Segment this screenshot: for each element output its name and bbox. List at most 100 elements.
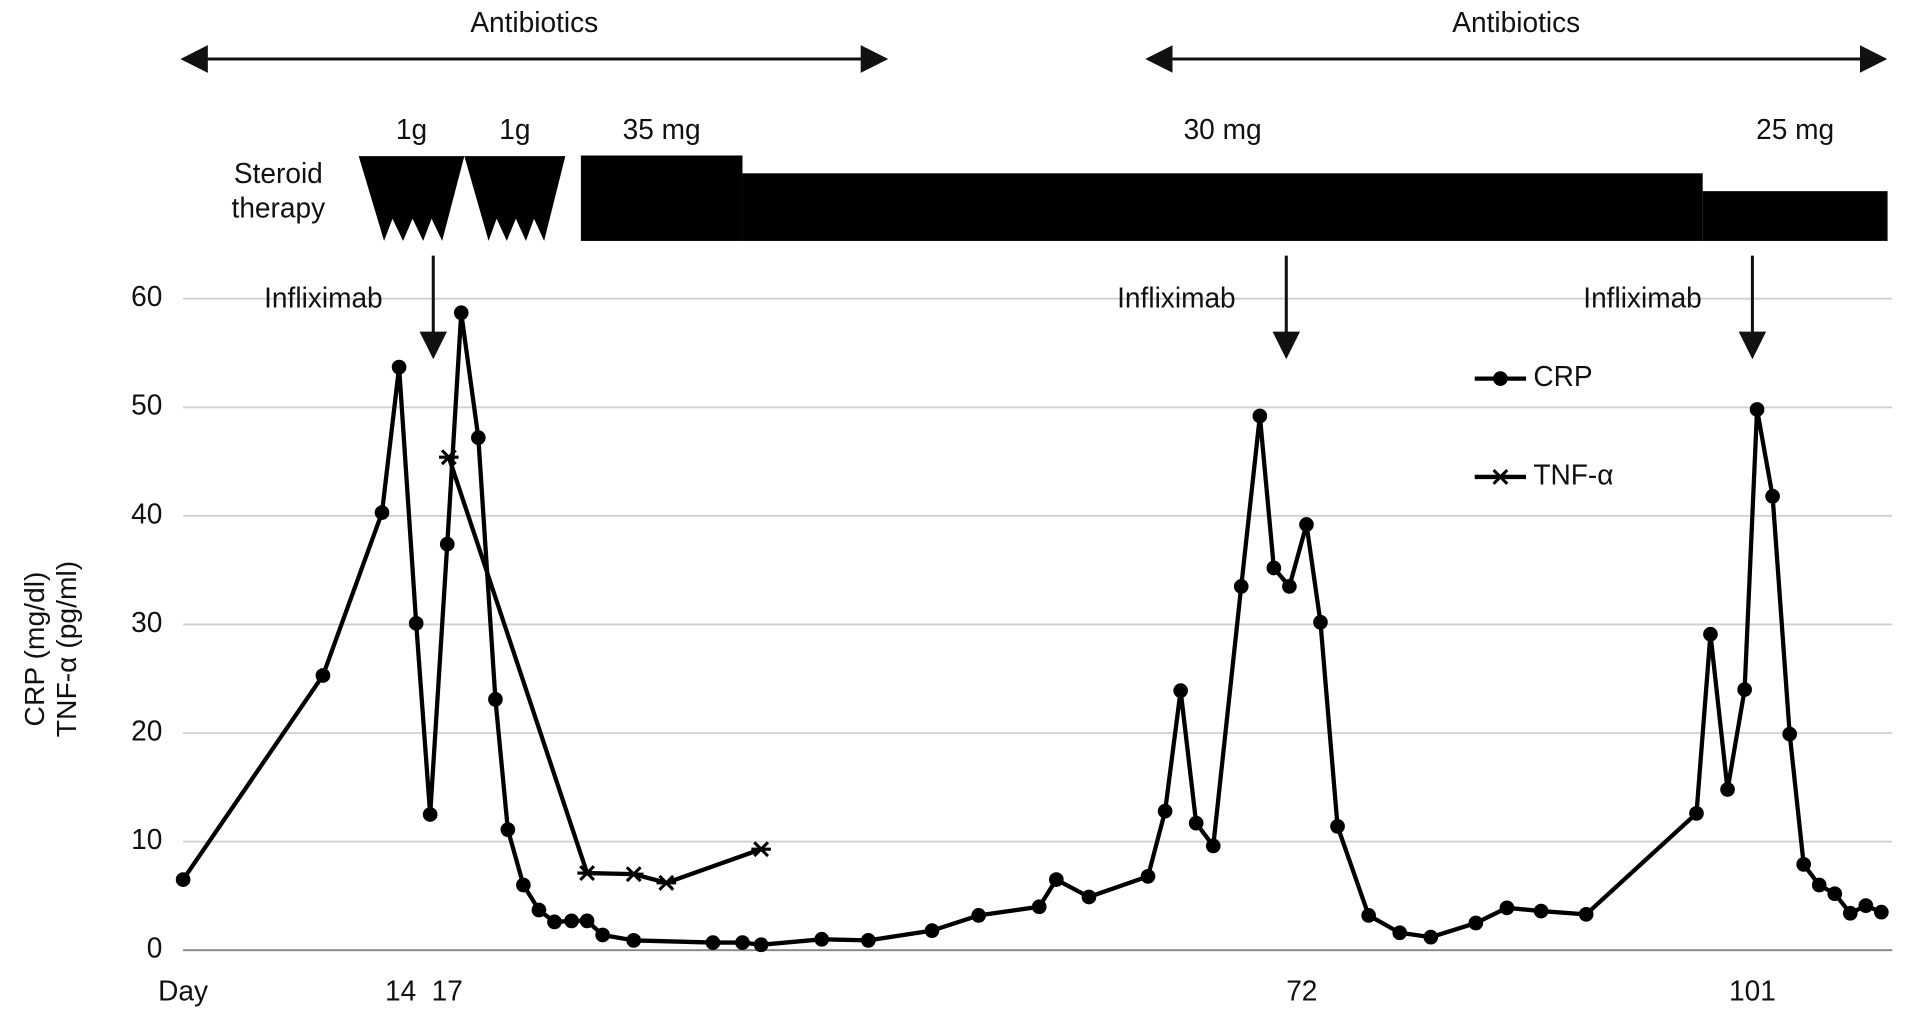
data-point (1392, 925, 1408, 941)
data-point (1299, 517, 1314, 532)
y-tick-label: 60 (131, 280, 162, 312)
data-point (439, 536, 455, 552)
data-point (1858, 898, 1874, 914)
dose-block (742, 173, 1703, 241)
data-point (1796, 857, 1812, 872)
y-tick-label: 40 (131, 497, 162, 529)
pulse-shape (358, 156, 465, 241)
data-point (471, 430, 486, 446)
data-point (1330, 819, 1345, 834)
data-point (453, 305, 469, 321)
data-point (924, 923, 940, 938)
data-point (1533, 903, 1549, 919)
dose-block (1702, 191, 1888, 241)
data-point (1842, 905, 1858, 921)
data-point (391, 359, 407, 375)
y-tick-label: 0 (147, 932, 163, 964)
legend-marker (1493, 371, 1508, 386)
data-point (1720, 782, 1735, 797)
data-point (1827, 886, 1843, 902)
x-axis-label: Day (158, 975, 209, 1007)
legend-label: CRP (1533, 360, 1592, 392)
data-point (971, 908, 986, 923)
antibiotics-label: Antibiotics (470, 6, 598, 38)
x-tick-label: 14 (385, 975, 416, 1007)
dose-label: 25 mg (1756, 113, 1834, 145)
pulse-label: 1g (396, 113, 427, 145)
infliximab-label: Infliximab (1117, 281, 1236, 313)
data-point (577, 865, 597, 882)
pulse-label: 1g (499, 113, 530, 145)
data-point (1737, 682, 1752, 697)
data-point (623, 866, 644, 883)
data-point (531, 902, 547, 918)
data-point (656, 874, 677, 891)
data-point (1689, 805, 1704, 821)
data-point (315, 668, 331, 683)
data-point (1266, 560, 1282, 576)
data-point (1049, 872, 1064, 887)
data-point (516, 877, 531, 893)
data-point (1081, 889, 1097, 905)
infliximab-label: Infliximab (264, 281, 383, 313)
data-point (1157, 803, 1173, 819)
x-tick-label: 72 (1286, 975, 1317, 1007)
series-line (446, 456, 762, 885)
series-line (181, 310, 1883, 947)
data-point (860, 933, 876, 948)
data-point (1782, 726, 1798, 742)
data-point (1703, 626, 1718, 642)
y-tick-label: 10 (131, 823, 162, 855)
data-point (705, 935, 721, 950)
data-point (1233, 579, 1249, 594)
data-point (500, 822, 516, 838)
data-point (1874, 904, 1889, 920)
data-point (1205, 838, 1221, 854)
steroid-label: therapy (232, 192, 327, 224)
data-point (1282, 579, 1297, 594)
data-point (547, 914, 562, 930)
data-point (1031, 899, 1047, 915)
data-point (175, 872, 191, 887)
data-point (595, 927, 610, 943)
data-point (1313, 614, 1328, 630)
data-point (1188, 815, 1204, 831)
y-axis-label: TNF-α (pg/ml) (50, 561, 82, 737)
data-point (735, 935, 750, 950)
data-point (1173, 683, 1188, 699)
data-point (374, 505, 390, 520)
data-point (1578, 906, 1594, 922)
data-point (1468, 915, 1484, 931)
data-point (422, 807, 438, 822)
data-point (1361, 908, 1376, 923)
pulse-shape (464, 156, 566, 241)
data-point (1252, 408, 1268, 424)
steroid-label: Steroid (234, 157, 323, 189)
data-point (439, 449, 459, 466)
data-point (1765, 488, 1780, 504)
y-tick-label: 50 (131, 389, 162, 421)
data-point (753, 937, 769, 953)
legend-label: TNF-α (1533, 458, 1613, 490)
y-tick-label: 30 (131, 606, 162, 638)
data-point (488, 691, 503, 707)
data-point (579, 913, 595, 929)
data-point (408, 615, 424, 631)
data-point (564, 913, 579, 929)
antibiotics-label: Antibiotics (1452, 6, 1580, 38)
data-point (626, 933, 642, 948)
data-point (751, 841, 771, 858)
legend-marker (1490, 468, 1511, 485)
infliximab-label: Infliximab (1583, 281, 1702, 313)
dose-label: 30 mg (1184, 113, 1262, 145)
data-point (814, 931, 830, 947)
data-point (1140, 868, 1156, 884)
dose-block (580, 155, 743, 241)
x-tick-label: 101 (1729, 975, 1776, 1007)
y-tick-label: 20 (131, 714, 162, 746)
data-point (1811, 877, 1827, 893)
dose-label: 35 mg (623, 113, 701, 145)
data-point (1749, 402, 1765, 417)
